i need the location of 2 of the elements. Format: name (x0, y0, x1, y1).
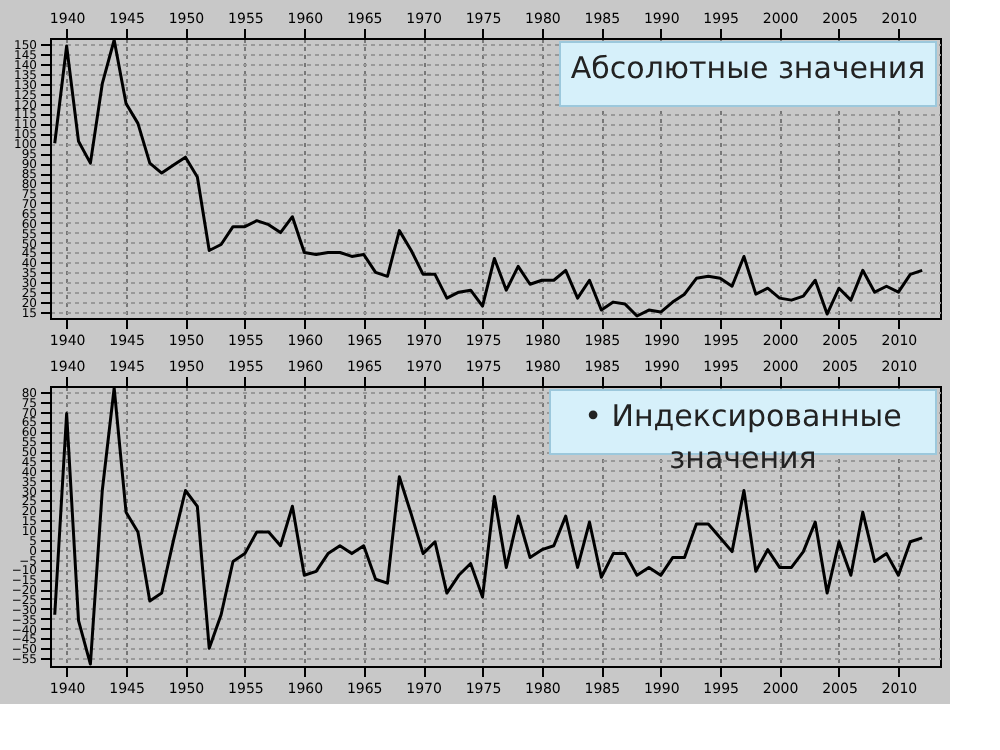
chart-title: Абсолютные значения (570, 50, 926, 86)
text: • Индексированные значения (584, 398, 902, 476)
